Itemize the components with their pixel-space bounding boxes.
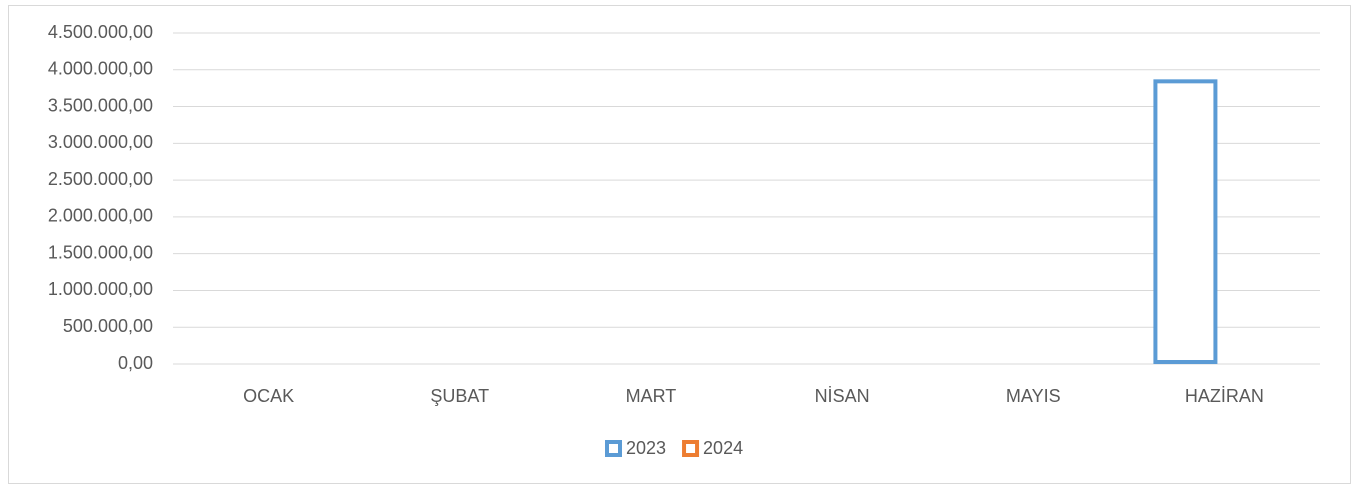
y-tick-label: 3.000.000,00 xyxy=(48,132,153,152)
legend-swatch xyxy=(605,440,622,457)
x-tick-label: NİSAN xyxy=(815,386,870,406)
y-tick-label: 2.000.000,00 xyxy=(48,206,153,226)
y-tick-label: 3.500.000,00 xyxy=(48,95,153,115)
legend-label: 2024 xyxy=(703,438,743,458)
bar xyxy=(1153,79,1218,364)
legend-swatch xyxy=(682,440,700,457)
y-tick-label: 0,00 xyxy=(118,353,153,373)
y-tick-label: 500.000,00 xyxy=(63,316,153,336)
x-tick-label: HAZİRAN xyxy=(1185,386,1264,406)
x-tick-label: MART xyxy=(626,386,677,406)
x-tick-label: ŞUBAT xyxy=(430,386,489,406)
chart-border xyxy=(8,5,1351,484)
y-tick-label: 1.500.000,00 xyxy=(48,242,153,262)
x-tick-label: MAYIS xyxy=(1006,386,1061,406)
y-tick-label: 2.500.000,00 xyxy=(48,169,153,189)
x-tick-label: OCAK xyxy=(243,386,294,406)
y-tick-label: 1.000.000,00 xyxy=(48,279,153,299)
y-tick-label: 4.000.000,00 xyxy=(48,59,153,79)
legend-label: 2023 xyxy=(626,438,666,458)
y-tick-label: 4.500.000,00 xyxy=(48,22,153,42)
